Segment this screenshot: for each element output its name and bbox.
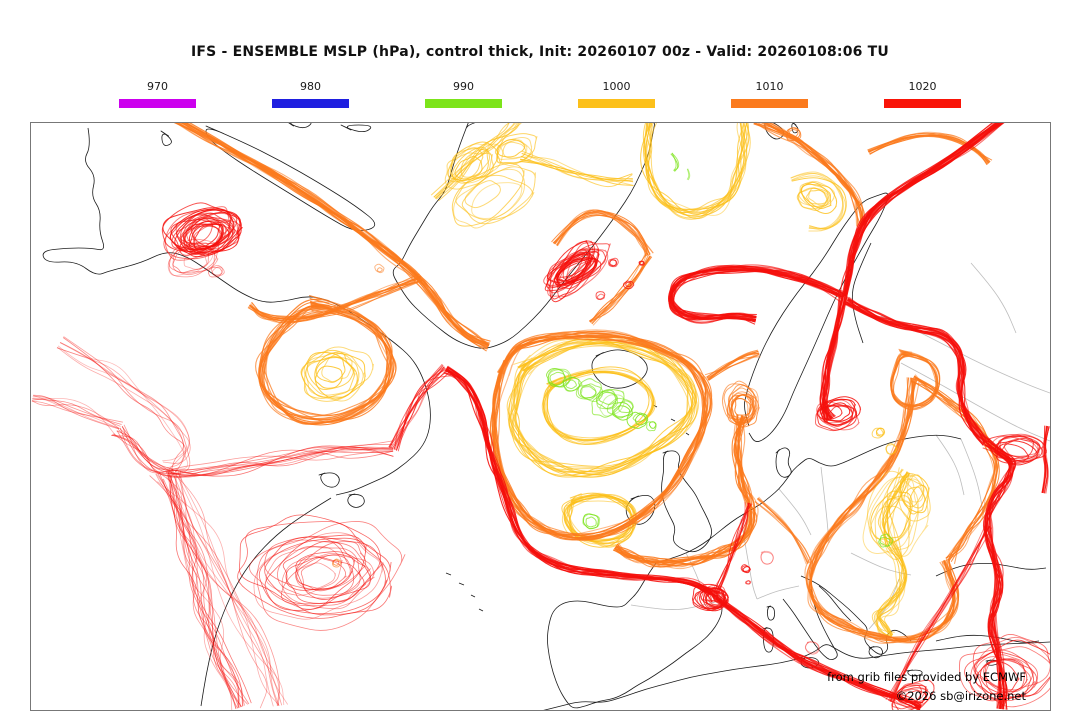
legend-label: 1020 bbox=[908, 80, 937, 93]
legend-color-bar bbox=[884, 99, 961, 108]
chart-title: IFS - ENSEMBLE MSLP (hPa), control thick… bbox=[190, 44, 890, 60]
legend-item-1000: 1000 bbox=[578, 80, 655, 108]
legend-color-bar bbox=[578, 99, 655, 108]
map-area: from grib files provided by ECMWF ©2026 … bbox=[30, 122, 1051, 711]
legend-color-bar bbox=[731, 99, 808, 108]
legend-color-bar bbox=[272, 99, 349, 108]
legend-label: 980 bbox=[300, 80, 321, 93]
legend-label: 970 bbox=[147, 80, 168, 93]
legend-color-bar bbox=[425, 99, 502, 108]
legend-item-980: 980 bbox=[272, 80, 349, 108]
legend-color-bar bbox=[119, 99, 196, 108]
legend-label: 1010 bbox=[755, 80, 784, 93]
legend-item-970: 970 bbox=[119, 80, 196, 108]
pressure-legend: 970 980 990 1000 1010 1020 bbox=[119, 80, 961, 108]
credit-ecmwf: from grib files provided by ECMWF bbox=[827, 670, 1026, 684]
legend-label: 1000 bbox=[602, 80, 631, 93]
legend-item-1020: 1020 bbox=[884, 80, 961, 108]
legend-item-990: 990 bbox=[425, 80, 502, 108]
legend-item-1010: 1010 bbox=[731, 80, 808, 108]
ensemble-contour-map bbox=[31, 123, 1050, 710]
legend-label: 990 bbox=[453, 80, 474, 93]
credit-copyright: ©2026 sb@irizone.net bbox=[895, 689, 1026, 703]
